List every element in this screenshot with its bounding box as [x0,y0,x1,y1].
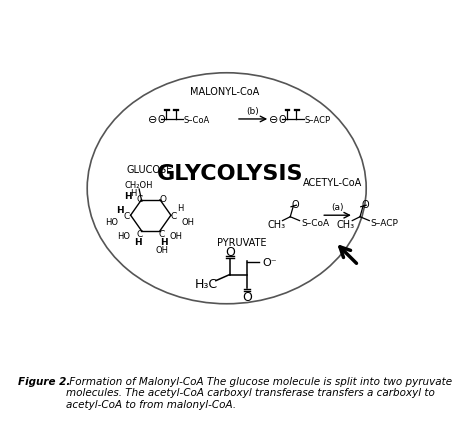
Text: H: H [116,205,123,214]
Text: O: O [158,115,165,125]
Text: S–ACP: S–ACP [304,116,330,125]
Text: C: C [137,230,143,239]
Text: CH₃: CH₃ [267,220,286,230]
Text: S–CoA: S–CoA [301,218,329,227]
Text: $\ominus$: $\ominus$ [268,114,279,125]
Text: H: H [134,237,141,247]
Text: OH: OH [170,231,182,240]
Text: (b): (b) [247,107,260,116]
Text: S–CoA: S–CoA [183,116,210,125]
Text: Formation of Malonyl-CoA The glucose molecule is split into two pyruvate molecul: Formation of Malonyl-CoA The glucose mol… [66,376,452,409]
Text: O: O [242,290,252,303]
Text: C: C [158,230,165,239]
Text: O: O [292,199,299,209]
Text: H: H [124,191,131,200]
Text: H: H [130,188,137,197]
Text: C: C [137,194,143,203]
Text: MALONYL-CoA: MALONYL-CoA [190,87,259,97]
Text: GLYCOLYSIS: GLYCOLYSIS [157,164,303,184]
Text: O⁻: O⁻ [262,258,277,268]
Text: H: H [177,204,183,213]
Text: CH₂OH: CH₂OH [125,181,153,190]
Text: ACETYL-CoA: ACETYL-CoA [303,178,363,187]
Text: O: O [225,245,235,258]
Text: $\ominus$: $\ominus$ [147,114,158,125]
Text: HO: HO [118,231,131,240]
Text: O: O [160,194,167,203]
Text: HO: HO [105,217,118,227]
Text: H₃C: H₃C [195,278,218,291]
Text: C: C [124,211,130,220]
Text: (a): (a) [331,203,344,212]
Text: O: O [279,115,286,125]
Text: S–ACP: S–ACP [371,218,399,227]
Text: PYRUVATE: PYRUVATE [218,237,267,247]
Text: OH: OH [182,217,195,227]
Text: GLUCOSE: GLUCOSE [126,164,172,174]
Text: CH₃: CH₃ [337,220,355,230]
Text: Figure 2.: Figure 2. [18,376,70,386]
Text: C: C [171,211,177,220]
Text: OH: OH [156,245,169,254]
Text: H: H [160,237,168,247]
Text: O: O [362,199,369,209]
